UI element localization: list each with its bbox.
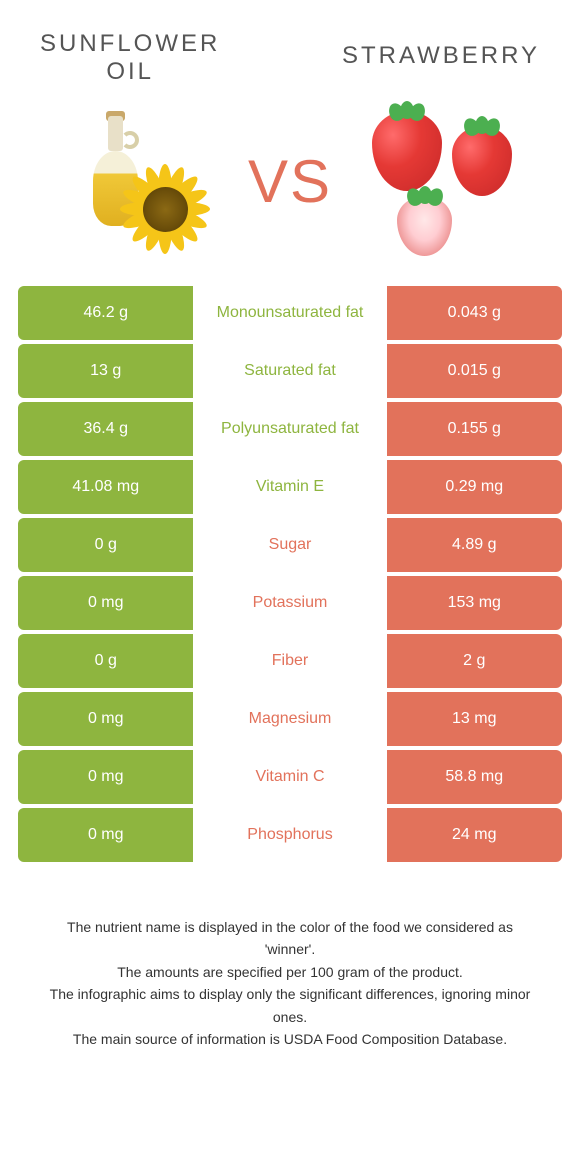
right-value: 0.29 mg [387,460,562,514]
strawberry-icon [362,106,512,256]
left-food-title: Sunflower oil [40,30,220,86]
left-value: 0 mg [18,576,193,630]
nutrient-label: Monounsaturated fat [193,286,386,340]
nutrient-label: Magnesium [193,692,386,746]
nutrient-label: Vitamin E [193,460,386,514]
left-value: 0 mg [18,692,193,746]
sunflower-oil-icon [68,106,218,256]
footer-line: The nutrient name is displayed in the co… [40,916,540,961]
left-value: 46.2 g [18,286,193,340]
left-value: 0 mg [18,808,193,862]
right-value: 0.043 g [387,286,562,340]
right-value: 2 g [387,634,562,688]
left-value: 0 g [18,518,193,572]
table-row: 0 mgMagnesium13 mg [18,692,562,746]
right-value: 4.89 g [387,518,562,572]
right-value: 13 mg [387,692,562,746]
nutrient-label: Fiber [193,634,386,688]
table-row: 0 mgVitamin C58.8 mg [18,750,562,804]
nutrient-label: Potassium [193,576,386,630]
comparison-table: 46.2 gMonounsaturated fat0.043 g13 gSatu… [0,286,580,862]
right-value: 24 mg [387,808,562,862]
right-value: 0.155 g [387,402,562,456]
left-value: 41.08 mg [18,460,193,514]
vs-label: VS [248,147,332,216]
header: Sunflower oil Strawberry [0,0,580,96]
nutrient-label: Vitamin C [193,750,386,804]
right-value: 153 mg [387,576,562,630]
vs-row: VS [0,96,580,286]
footer-line: The main source of information is USDA F… [40,1028,540,1050]
footer-line: The amounts are specified per 100 gram o… [40,961,540,983]
nutrient-label: Polyunsaturated fat [193,402,386,456]
left-value: 13 g [18,344,193,398]
table-row: 41.08 mgVitamin E0.29 mg [18,460,562,514]
table-row: 36.4 gPolyunsaturated fat0.155 g [18,402,562,456]
right-value: 0.015 g [387,344,562,398]
footer-notes: The nutrient name is displayed in the co… [0,866,580,1070]
table-row: 46.2 gMonounsaturated fat0.043 g [18,286,562,340]
right-food-title: Strawberry [342,30,540,70]
nutrient-label: Saturated fat [193,344,386,398]
nutrient-label: Phosphorus [193,808,386,862]
left-value: 36.4 g [18,402,193,456]
table-row: 0 mgPotassium153 mg [18,576,562,630]
table-row: 0 gFiber2 g [18,634,562,688]
table-row: 13 gSaturated fat0.015 g [18,344,562,398]
footer-line: The infographic aims to display only the… [40,983,540,1028]
table-row: 0 mgPhosphorus24 mg [18,808,562,862]
table-row: 0 gSugar4.89 g [18,518,562,572]
right-value: 58.8 mg [387,750,562,804]
left-value: 0 mg [18,750,193,804]
nutrient-label: Sugar [193,518,386,572]
left-value: 0 g [18,634,193,688]
